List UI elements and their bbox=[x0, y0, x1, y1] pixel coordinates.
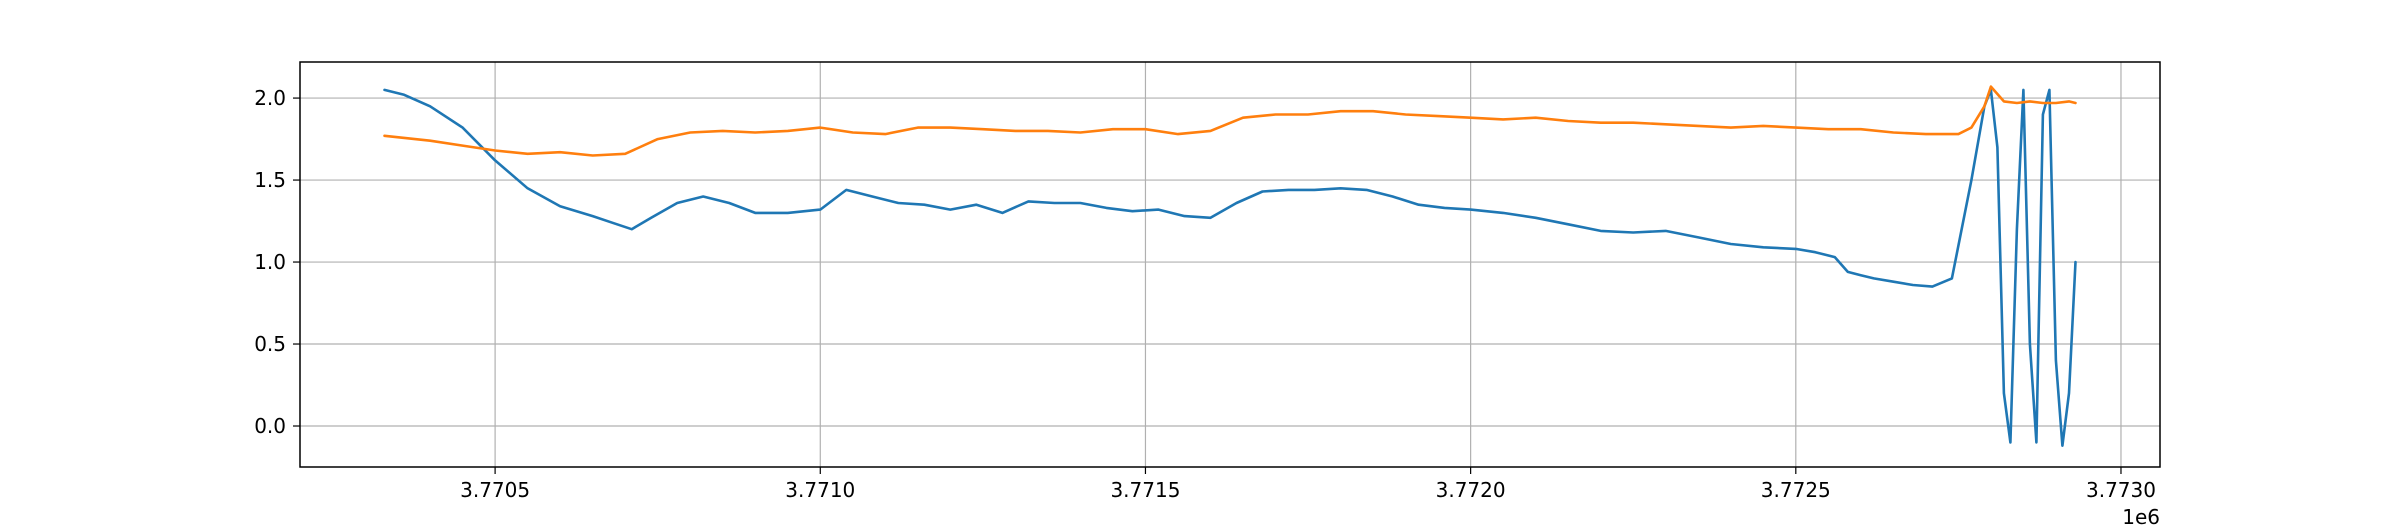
y-tick-label: 1.5 bbox=[254, 168, 286, 192]
x-tick-label: 3.7715 bbox=[1110, 478, 1180, 502]
x-offset-label: 1e6 bbox=[2122, 505, 2160, 525]
y-tick-label: 2.0 bbox=[254, 86, 286, 110]
x-axis: 3.7705 3.7710 3.7715 3.7720 3.7725 3.7730 bbox=[460, 467, 2156, 502]
series-line-1 bbox=[383, 88, 2077, 448]
x-tick-label: 3.7730 bbox=[2086, 478, 2156, 502]
series-layer bbox=[383, 85, 2077, 448]
axes-frame bbox=[299, 61, 2161, 468]
y-axis: 0.0 0.5 1.0 1.5 2.0 bbox=[254, 86, 300, 438]
x-tick-label: 3.7725 bbox=[1761, 478, 1831, 502]
y-tick-label: 0.0 bbox=[254, 414, 286, 438]
x-tick-label: 3.7710 bbox=[785, 478, 855, 502]
x-tick-label: 3.7705 bbox=[460, 478, 530, 502]
series-line-2 bbox=[383, 85, 2077, 157]
x-tick-label: 3.7720 bbox=[1436, 478, 1506, 502]
y-tick-label: 0.5 bbox=[254, 332, 286, 356]
y-tick-label: 1.0 bbox=[254, 250, 286, 274]
grid-layer bbox=[300, 62, 2160, 467]
